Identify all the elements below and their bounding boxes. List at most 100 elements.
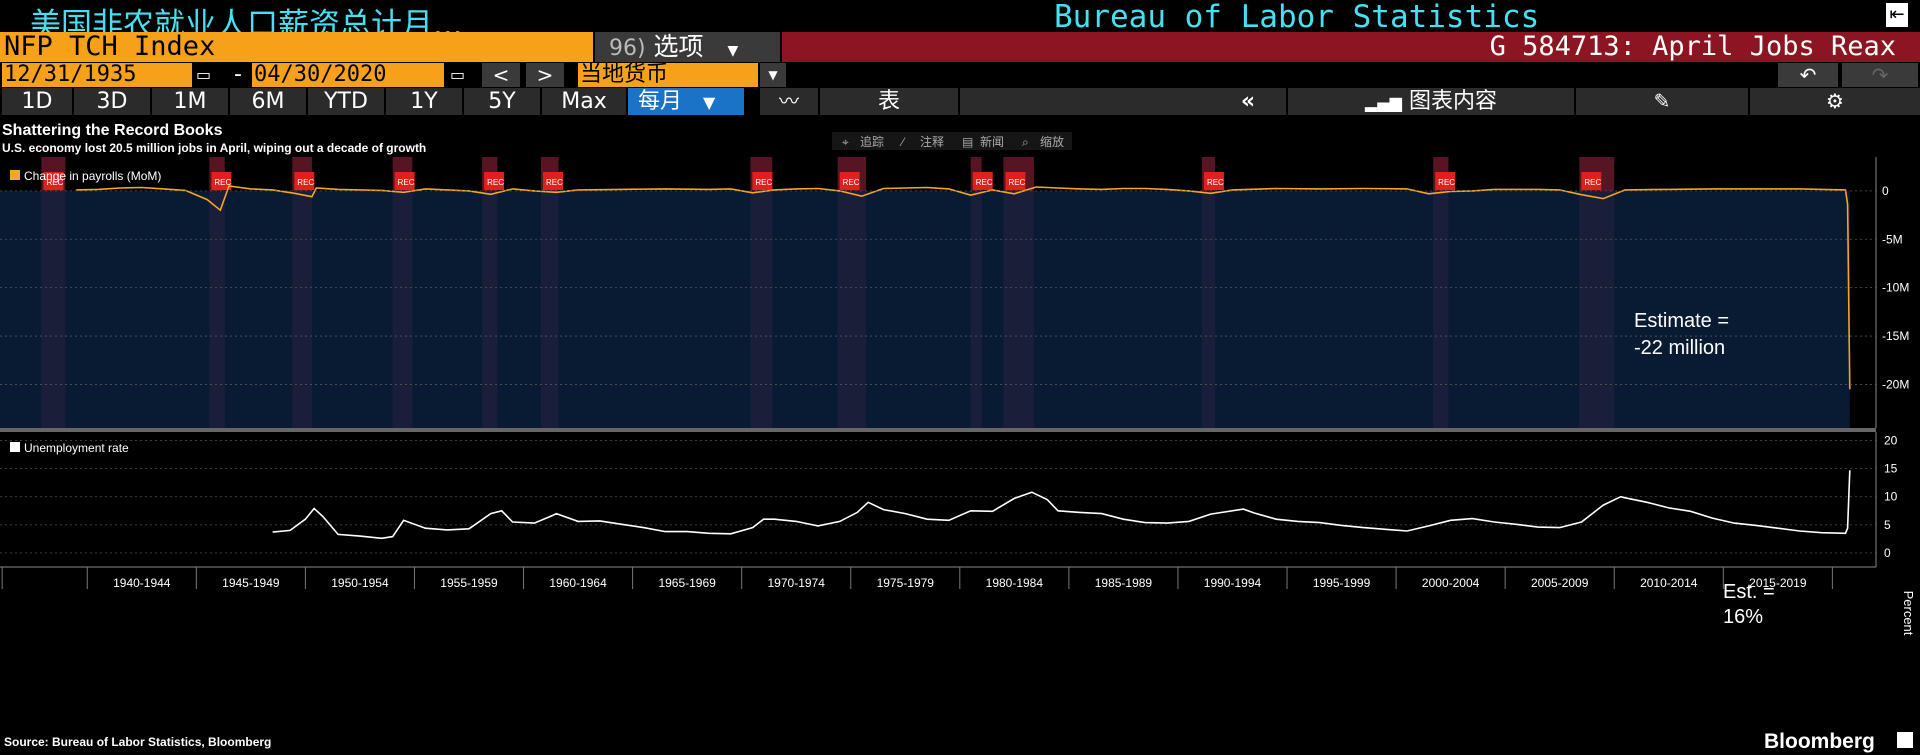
recession-flag: [43, 172, 64, 190]
recession-flag: [1435, 172, 1456, 190]
range-tab-1y[interactable]: 1Y: [386, 88, 462, 115]
x-axis-label: 1985-1989: [1095, 576, 1153, 590]
recession-label: REC: [1207, 178, 1224, 187]
estimate-annotation-line1: Estimate =: [1634, 310, 1729, 332]
pencil-icon[interactable]: ⁄: [899, 135, 906, 149]
recession-label: REC: [1008, 178, 1025, 187]
range-bar: 1D 3D 1M 6M YTD 1Y 5Y Max 每月 ▼ 〰 表 « ▂▄▆…: [0, 88, 1920, 115]
next-period-button[interactable]: >: [526, 63, 564, 87]
recession-label: REC: [843, 178, 860, 187]
unemployment-legend: Unemployment rate: [24, 441, 129, 455]
x-axis-label: 2010-2014: [1640, 576, 1698, 590]
ticker-field[interactable]: NFP TCH Index: [0, 32, 593, 62]
unemployment-panel: 0 5 10 15 20: [0, 432, 1898, 567]
unemployment-tick-label: 5: [1884, 518, 1891, 532]
end-date-field[interactable]: 04/30/2020: [252, 63, 444, 87]
ticker-bar: NFP TCH Index 96) 选项 ▼ G 584713: April J…: [0, 32, 1920, 62]
x-axis-label: 1940-1944: [113, 576, 171, 590]
recession-flag: [294, 172, 315, 190]
range-tab-3d[interactable]: 3D: [74, 88, 150, 115]
range-tab-5y[interactable]: 5Y: [464, 88, 540, 115]
annotate-tool[interactable]: 注释: [920, 134, 944, 149]
payrolls-tick-label: 0: [1882, 184, 1889, 198]
range-tab-max[interactable]: Max: [542, 88, 626, 115]
undo-icon[interactable]: ↶: [1778, 63, 1838, 87]
redo-icon[interactable]: ↷: [1842, 63, 1918, 87]
recession-label: REC: [976, 178, 993, 187]
unemployment-legend-swatch: [10, 442, 20, 452]
prev-period-button[interactable]: <: [482, 63, 520, 87]
chart-area: Shattering the Record Books U.S. economy…: [0, 122, 1916, 753]
panel-divider: [0, 428, 1876, 432]
options-label: 选项: [653, 32, 704, 61]
recession-flag: [752, 172, 773, 190]
x-axis-label: 2015-2019: [1749, 576, 1807, 590]
calendar-icon[interactable]: ▭: [196, 65, 212, 84]
recession-label: REC: [1584, 178, 1601, 187]
bar-chart-icon: ▂▄▆: [1365, 93, 1402, 112]
x-axis-label: 1970-1974: [768, 576, 826, 590]
recession-flag: [972, 172, 993, 190]
range-tab-1d[interactable]: 1D: [2, 88, 72, 115]
payrolls-tick-label: -10M: [1882, 281, 1909, 295]
collapse-icon[interactable]: «: [1210, 88, 1286, 115]
magnifier-icon[interactable]: ⌕: [1022, 135, 1029, 149]
unemployment-annotation-line1: Est. =: [1723, 581, 1775, 603]
unemployment-tick-label: 10: [1884, 490, 1898, 504]
x-axis-label: 1965-1969: [658, 576, 716, 590]
news-tool[interactable]: 新闻: [980, 134, 1004, 149]
unemployment-line: [272, 470, 1851, 540]
frequency-select[interactable]: 每月 ▼: [628, 88, 744, 115]
frequency-label: 每月: [638, 89, 683, 114]
recession-label: REC: [1438, 178, 1455, 187]
x-axis-label: 2005-2009: [1531, 576, 1589, 590]
crosshair-icon[interactable]: ⌖: [842, 135, 849, 149]
chart-content-button[interactable]: ▂▄▆ 图表内容: [1288, 88, 1574, 115]
payrolls-tick-label: -20M: [1882, 377, 1909, 391]
recession-flag: [1581, 172, 1602, 190]
payrolls-line: [76, 185, 1851, 390]
start-date-field[interactable]: 12/31/1935: [2, 63, 192, 87]
range-tab-6m[interactable]: 6M: [230, 88, 306, 115]
x-axis-label: 1975-1979: [877, 576, 935, 590]
source-note: Source: Bureau of Labor Statistics, Bloo…: [4, 735, 271, 749]
date-bar: 12/31/1935 ▭ - 04/30/2020 ▭ < > 当地货币 ▼ ↶…: [0, 63, 1920, 87]
calendar-icon[interactable]: ▭: [450, 65, 466, 84]
payrolls-legend: Change in payrolls (MoM): [24, 169, 161, 183]
recession-label: REC: [214, 178, 231, 187]
line-chart-icon[interactable]: 〰: [760, 88, 818, 115]
x-axis-label: 1950-1954: [331, 576, 389, 590]
bar-chart-icon: [1897, 732, 1913, 748]
unemployment-tick-label: 0: [1884, 546, 1891, 560]
recession-flag: [839, 172, 860, 190]
estimate-annotation-line2: -22 million: [1634, 337, 1725, 359]
recession-flag: [542, 172, 563, 190]
zoom-tool[interactable]: 缩放: [1040, 134, 1064, 149]
track-tool[interactable]: 追踪: [860, 134, 884, 149]
range-tab-1m[interactable]: 1M: [152, 88, 228, 115]
chevron-down-icon: ▼: [703, 93, 716, 112]
range-tab-ytd[interactable]: YTD: [308, 88, 384, 115]
payrolls-legend-swatch: [10, 170, 20, 180]
recession-label: REC: [398, 178, 415, 187]
payrolls-panel: REC REC REC REC REC REC REC REC REC REC REC REC REC 0…: [0, 157, 1909, 432]
recession-label: REC: [546, 178, 563, 187]
recession-flag: [394, 172, 415, 190]
recession-flag: [1005, 172, 1026, 190]
options-menu[interactable]: 96) 选项 ▼: [595, 32, 780, 62]
x-axis-label: 1990-1994: [1204, 576, 1262, 590]
unemployment-tick-label: 20: [1884, 433, 1898, 447]
gear-icon[interactable]: ⚙: [1750, 88, 1920, 115]
currency-field[interactable]: 当地货币: [578, 63, 758, 87]
exit-icon[interactable]: ⇤: [1886, 3, 1908, 27]
edit-icon[interactable]: ✎: [1576, 88, 1748, 115]
chevron-down-icon[interactable]: ▼: [760, 63, 786, 87]
table-button[interactable]: 表: [820, 88, 958, 115]
x-axis-label: 1960-1964: [549, 576, 607, 590]
options-number: 96): [609, 36, 646, 61]
unemployment-plot-bg: [0, 432, 1876, 567]
news-icon[interactable]: ▤: [962, 135, 973, 149]
unemployment-axis-label: Percent: [1901, 591, 1916, 636]
story-title[interactable]: G 584713: April Jobs Reax: [782, 32, 1920, 62]
recession-flag: [484, 172, 505, 190]
